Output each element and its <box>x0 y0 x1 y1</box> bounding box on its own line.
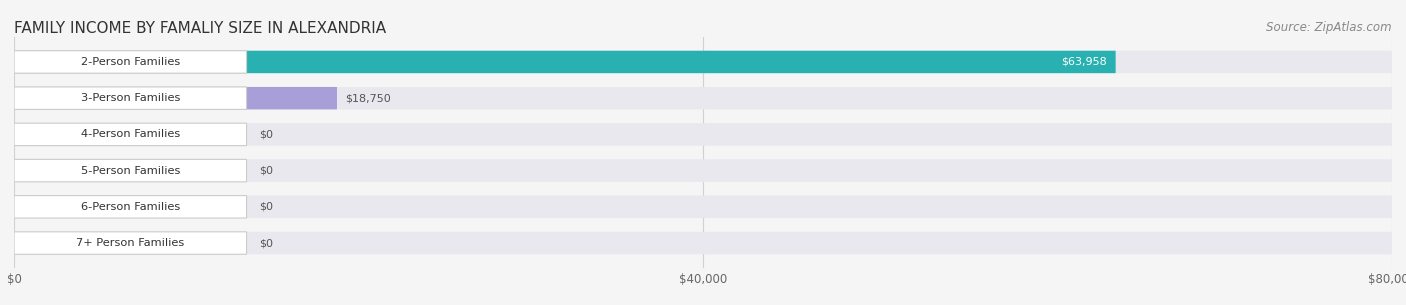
Text: $18,750: $18,750 <box>346 93 391 103</box>
FancyBboxPatch shape <box>14 196 1392 218</box>
Text: 4-Person Families: 4-Person Families <box>80 129 180 139</box>
Text: 5-Person Families: 5-Person Families <box>80 166 180 176</box>
Text: Source: ZipAtlas.com: Source: ZipAtlas.com <box>1267 21 1392 34</box>
FancyBboxPatch shape <box>14 51 246 73</box>
Text: 7+ Person Families: 7+ Person Families <box>76 238 184 248</box>
Text: $63,958: $63,958 <box>1062 57 1107 67</box>
Text: $0: $0 <box>259 129 273 139</box>
FancyBboxPatch shape <box>14 87 1392 109</box>
FancyBboxPatch shape <box>14 232 1392 254</box>
FancyBboxPatch shape <box>14 232 246 254</box>
Text: $0: $0 <box>259 202 273 212</box>
Text: 3-Person Families: 3-Person Families <box>80 93 180 103</box>
FancyBboxPatch shape <box>14 87 337 109</box>
FancyBboxPatch shape <box>14 160 246 182</box>
FancyBboxPatch shape <box>14 160 1392 182</box>
FancyBboxPatch shape <box>14 123 1392 145</box>
Text: 6-Person Families: 6-Person Families <box>80 202 180 212</box>
Text: $0: $0 <box>259 166 273 176</box>
FancyBboxPatch shape <box>14 87 246 109</box>
Text: 2-Person Families: 2-Person Families <box>80 57 180 67</box>
FancyBboxPatch shape <box>14 51 1392 73</box>
Text: $0: $0 <box>259 238 273 248</box>
FancyBboxPatch shape <box>14 196 246 218</box>
Text: FAMILY INCOME BY FAMALIY SIZE IN ALEXANDRIA: FAMILY INCOME BY FAMALIY SIZE IN ALEXAND… <box>14 21 387 36</box>
FancyBboxPatch shape <box>14 51 1115 73</box>
FancyBboxPatch shape <box>14 123 246 145</box>
